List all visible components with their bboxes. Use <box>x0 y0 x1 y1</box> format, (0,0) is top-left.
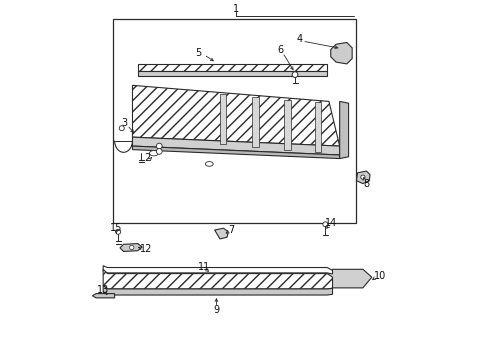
Polygon shape <box>284 100 291 149</box>
Polygon shape <box>315 102 321 152</box>
Polygon shape <box>132 137 340 155</box>
Polygon shape <box>120 244 142 251</box>
Text: 9: 9 <box>213 305 220 315</box>
Text: 15: 15 <box>110 223 122 233</box>
Text: 6: 6 <box>278 45 284 55</box>
Polygon shape <box>340 102 348 158</box>
Polygon shape <box>138 64 327 71</box>
Text: 14: 14 <box>325 218 338 228</box>
Text: 4: 4 <box>296 34 303 44</box>
Polygon shape <box>132 85 340 146</box>
Circle shape <box>119 126 124 131</box>
Circle shape <box>156 149 162 154</box>
Text: 5: 5 <box>196 48 202 58</box>
Text: 7: 7 <box>228 225 235 235</box>
Text: 2: 2 <box>145 153 150 163</box>
Ellipse shape <box>205 162 213 166</box>
Polygon shape <box>252 97 259 147</box>
Text: 8: 8 <box>364 179 369 189</box>
Circle shape <box>361 175 365 179</box>
Polygon shape <box>103 269 333 289</box>
Text: 10: 10 <box>374 271 386 282</box>
Text: 12: 12 <box>140 244 152 254</box>
Polygon shape <box>331 42 352 64</box>
Text: 13: 13 <box>97 285 109 295</box>
Polygon shape <box>215 228 228 239</box>
Text: 11: 11 <box>198 262 210 272</box>
Circle shape <box>323 222 328 227</box>
Polygon shape <box>93 294 115 298</box>
Polygon shape <box>103 285 333 295</box>
Bar <box>113 19 356 223</box>
Polygon shape <box>132 146 340 158</box>
Polygon shape <box>138 71 327 76</box>
Circle shape <box>130 246 134 249</box>
Polygon shape <box>323 269 372 288</box>
Circle shape <box>116 229 121 234</box>
Text: 1: 1 <box>233 4 239 14</box>
Polygon shape <box>220 94 226 144</box>
Polygon shape <box>103 266 333 274</box>
Circle shape <box>156 143 162 149</box>
Circle shape <box>292 72 298 77</box>
Polygon shape <box>356 171 370 184</box>
Text: 3: 3 <box>122 118 128 128</box>
Ellipse shape <box>149 150 158 156</box>
